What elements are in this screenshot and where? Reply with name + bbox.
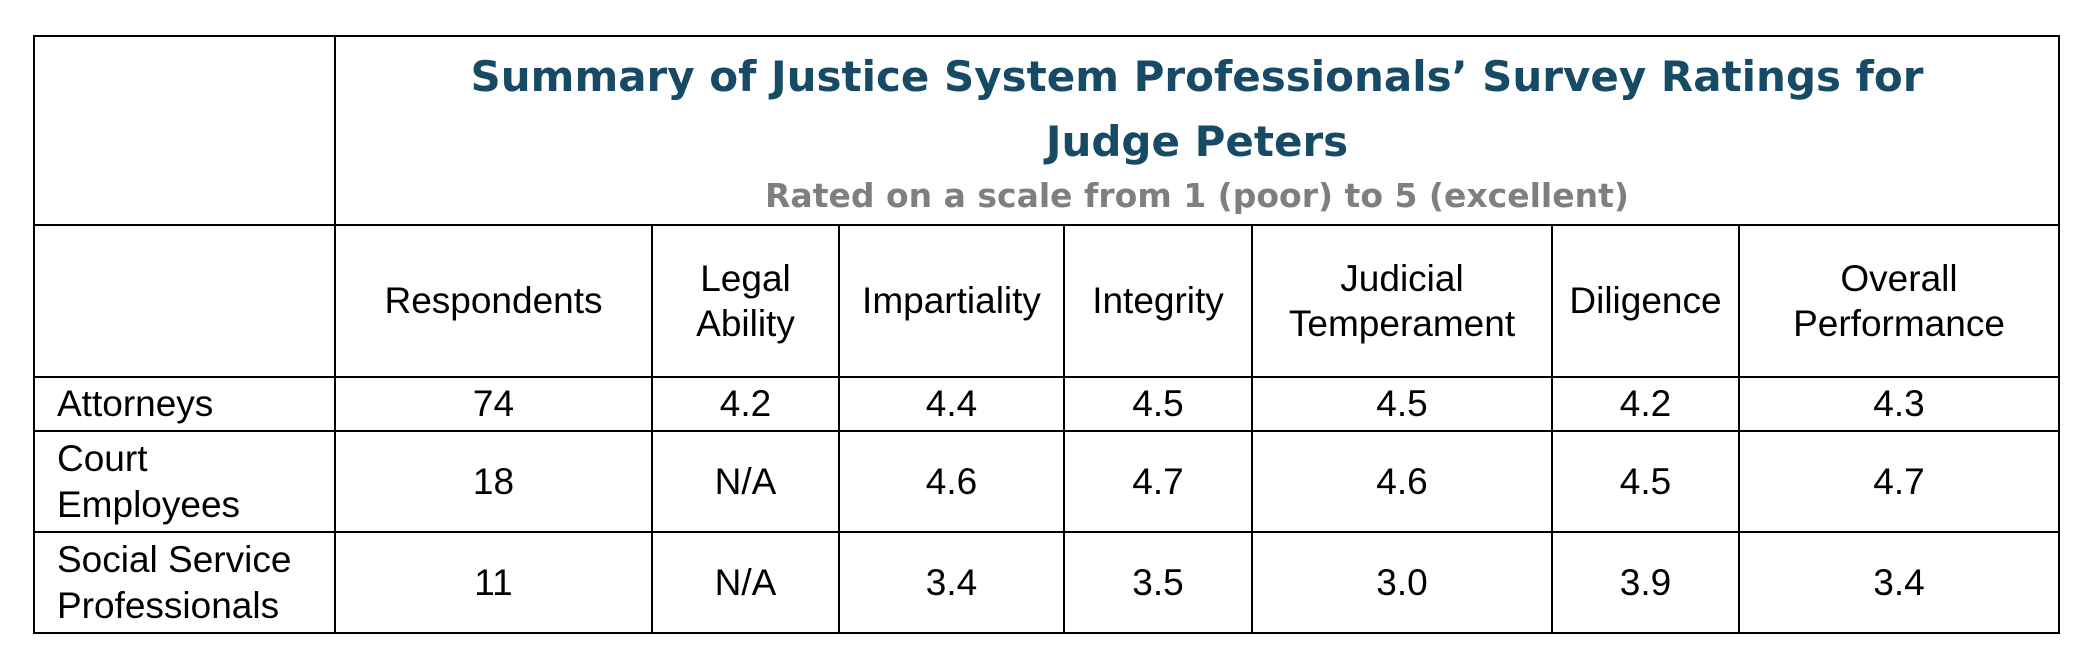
cell: 4.5	[1251, 376, 1553, 432]
row-label: Social Service Professionals	[33, 531, 336, 634]
cell: 4.6	[1251, 430, 1553, 533]
table-row: Social Service Professionals 11 N/A 3.4 3.5 3…	[33, 531, 2061, 634]
column-header: Legal Ability	[651, 224, 840, 378]
cell: 4.7	[1063, 430, 1253, 533]
cell: 18	[334, 430, 653, 533]
column-header: Integrity	[1063, 224, 1253, 378]
cell: 3.0	[1251, 531, 1553, 634]
cell: 4.5	[1063, 376, 1253, 432]
column-header: Impartiality	[838, 224, 1065, 378]
cell: 4.2	[651, 376, 840, 432]
cell: 4.2	[1551, 376, 1740, 432]
table-row: Attorneys 74 4.2 4.4 4.5 4.5 4.2 4.3	[33, 376, 2061, 432]
table-row: Court Employees 18 N/A 4.6 4.7 4.6 4.5 4.7	[33, 430, 2061, 533]
cell: 4.7	[1737, 430, 2061, 533]
header-row: Respondents Legal Ability Impartiality Inte…	[33, 224, 2061, 378]
cell: N/A	[651, 531, 840, 634]
subtitle: Rated on a scale from 1 (poor) to 5 (exc…	[765, 176, 1629, 216]
cell: N/A	[651, 430, 840, 533]
column-header: Respondents	[334, 224, 653, 378]
cell: 3.9	[1551, 531, 1740, 634]
cell: 4.3	[1737, 376, 2061, 432]
cell: 4.6	[838, 430, 1065, 533]
column-header: Judicial Temperament	[1251, 224, 1553, 378]
cell: 11	[334, 531, 653, 634]
column-header: Diligence	[1551, 224, 1740, 378]
ratings-table: Summary of Justice System Professionals’…	[33, 35, 2061, 634]
title: Summary of Justice System Professionals’…	[470, 52, 1924, 167]
row-label: Court Employees	[33, 430, 336, 533]
cell: 3.4	[1737, 531, 2061, 634]
row-label: Attorneys	[33, 376, 336, 432]
empty-cell	[33, 35, 336, 226]
cell: 4.5	[1551, 430, 1740, 533]
empty-cell	[33, 224, 336, 378]
column-header: Overall Performance	[1737, 224, 2061, 378]
cell: 74	[334, 376, 653, 432]
cell: 3.5	[1063, 531, 1253, 634]
title-cell: Summary of Justice System Professionals’…	[333, 35, 2061, 226]
cell: 4.4	[838, 376, 1065, 432]
cell: 3.4	[838, 531, 1065, 634]
